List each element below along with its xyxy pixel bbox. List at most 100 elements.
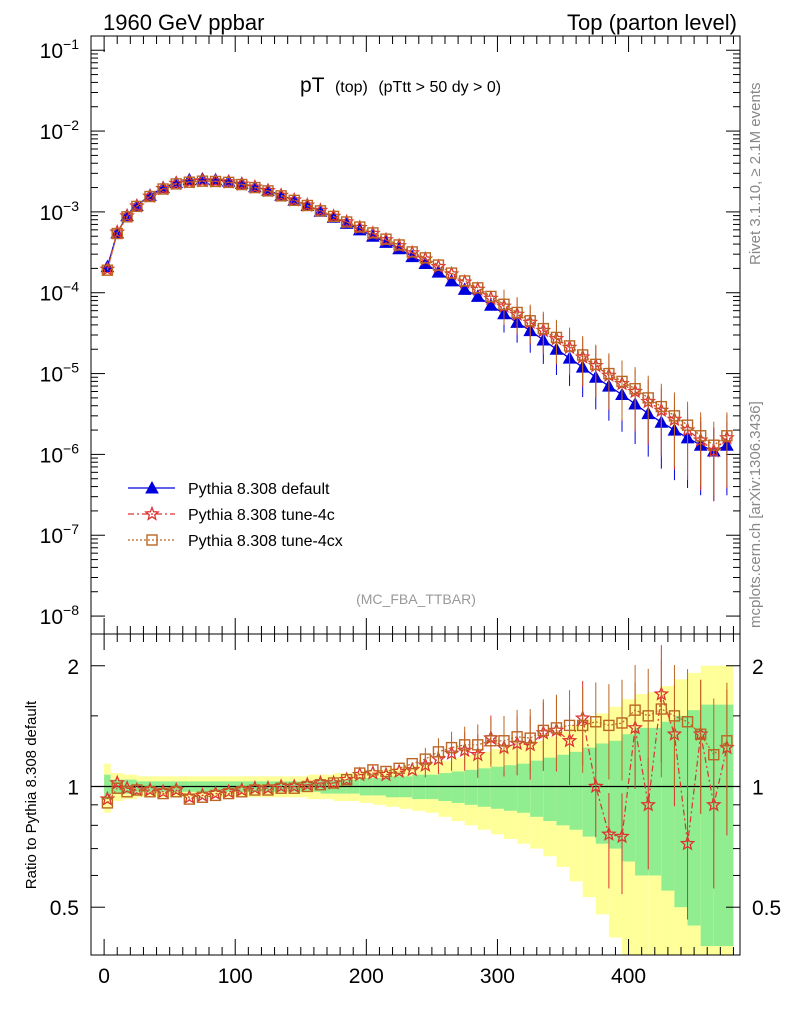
ratio-ytick-label-right: 0.5 xyxy=(752,897,781,920)
ratio-data-point xyxy=(275,782,287,794)
main-ytick-label: 10−2 xyxy=(40,117,80,144)
ratio-data-point xyxy=(262,784,274,796)
main-data-point xyxy=(537,322,550,335)
tick-base: 10 xyxy=(40,525,63,548)
main-data-point xyxy=(576,349,589,361)
main-data-point xyxy=(708,439,720,451)
ratio-data-point xyxy=(668,710,681,722)
band-inner-bin xyxy=(530,760,544,817)
ratio-ytick-label: 1 xyxy=(67,776,79,799)
ratio-data-point xyxy=(498,735,510,747)
ratio-data-point xyxy=(642,710,654,722)
main-data-point xyxy=(590,358,602,371)
ratio-data-point xyxy=(616,717,628,729)
ratio-data-point xyxy=(458,739,471,751)
main-data-point xyxy=(111,227,123,240)
ratio-data-point xyxy=(432,746,445,758)
band-inner-bin xyxy=(451,771,465,803)
ratio-data-point xyxy=(563,719,576,732)
main-data-point xyxy=(131,200,143,213)
main-data-point xyxy=(121,211,133,223)
main-data-point xyxy=(550,331,563,344)
main-data-point xyxy=(327,210,340,223)
main-data-point xyxy=(655,400,668,413)
ratio-data-point xyxy=(603,719,615,732)
ratio-ylabel: Ratio to Pythia 8.308 default xyxy=(23,700,40,889)
tick-exponent: −7 xyxy=(63,521,79,537)
ratio-ytick-label: 0.5 xyxy=(50,897,79,920)
main-data-point xyxy=(314,205,327,217)
main-data-point xyxy=(444,273,459,287)
main-data-point xyxy=(196,175,209,187)
main-data-point xyxy=(470,289,485,302)
main-ytick-label: 10−1 xyxy=(40,36,80,63)
tick-exponent: −6 xyxy=(63,440,79,456)
band-inner-bin xyxy=(543,757,557,822)
ratio-data-point xyxy=(681,716,694,728)
ratio-ytick-label-right: 2 xyxy=(752,656,764,679)
rivet-side-label: Rivet 3.1.10, ≥ 2.1M events xyxy=(747,83,764,266)
tick-exponent: −8 xyxy=(63,602,79,618)
band-inner-bin xyxy=(464,769,478,805)
ratio-data-point xyxy=(109,774,126,790)
main-ytick-label: 10−8 xyxy=(40,602,80,629)
ratio-data-point xyxy=(183,793,196,805)
plot-title-sub1: (top) xyxy=(335,79,368,96)
tick-base: 10 xyxy=(40,364,63,387)
plot-title-sub2: (pTtt > 50 dy > 0) xyxy=(378,79,501,96)
ratio-xtick-label: 100 xyxy=(218,965,253,988)
ratio-data-point xyxy=(406,757,418,770)
band-inner-bin xyxy=(556,754,570,826)
ratio-series-line xyxy=(106,708,728,804)
main-data-point xyxy=(681,419,694,431)
ratio-data-point xyxy=(590,716,602,728)
plot-title-main: pT xyxy=(300,74,325,97)
main-data-point xyxy=(380,233,392,245)
ratio-data-point xyxy=(354,767,366,779)
tick-base: 10 xyxy=(40,283,63,306)
band-inner-bin xyxy=(648,727,662,876)
band-inner-bin xyxy=(477,768,491,807)
main-data-point xyxy=(563,340,576,352)
main-data-point xyxy=(367,227,379,239)
band-inner-bin xyxy=(490,766,504,809)
ratio-data-point xyxy=(419,753,432,765)
header-left-title: 1960 GeV ppbar xyxy=(103,10,264,35)
legend-marker xyxy=(146,534,158,546)
legend-marker xyxy=(145,480,159,494)
main-ytick-label: 10−4 xyxy=(40,279,80,306)
main-data-point xyxy=(236,178,248,191)
ratio-data-point xyxy=(249,784,261,796)
ratio-data-point xyxy=(301,780,314,793)
main-data-point xyxy=(340,216,353,228)
ratio-ytick-label-right: 1 xyxy=(752,776,764,799)
ratio-data-point xyxy=(485,735,497,747)
main-data-point xyxy=(262,185,274,197)
ratio-uncertainty-bands xyxy=(104,665,734,955)
ratio-data-point xyxy=(288,782,300,794)
ratio-data-point xyxy=(587,778,604,794)
main-data-point xyxy=(301,199,314,212)
legend-marker xyxy=(144,505,160,521)
ratio-data-point xyxy=(511,731,523,743)
ratio-data-point xyxy=(694,728,707,740)
tick-exponent: −1 xyxy=(63,36,79,52)
main-data-point xyxy=(458,275,471,287)
tick-base: 10 xyxy=(40,202,63,225)
band-inner-bin xyxy=(687,710,701,926)
ratio-data-point xyxy=(537,724,550,737)
band-inner-bin xyxy=(582,747,596,837)
legend-label: Pythia 8.308 tune-4c xyxy=(188,507,335,524)
main-data-point xyxy=(209,175,222,188)
main-data-point xyxy=(419,252,432,264)
header-right-title: Top (parton level) xyxy=(567,10,737,35)
plot-title: pT (top) (pTtt > 50 dy > 0) xyxy=(300,74,501,97)
ratio-data-point xyxy=(576,719,589,732)
ratio-data-point xyxy=(655,703,668,715)
main-data-point xyxy=(275,190,287,202)
band-inner-bin xyxy=(504,765,518,811)
band-inner-bin xyxy=(622,734,636,862)
main-data-point xyxy=(484,298,498,311)
ratio-data-point xyxy=(157,787,169,800)
